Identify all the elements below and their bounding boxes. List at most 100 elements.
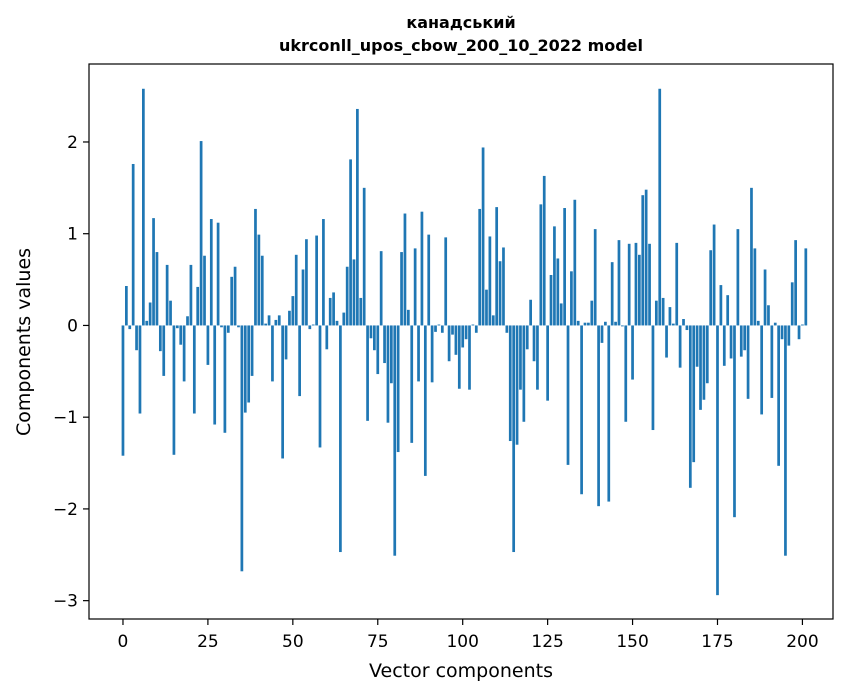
- bar-78: [386, 325, 390, 423]
- bar-90: [427, 234, 431, 326]
- bar-49: [288, 310, 291, 326]
- bar-10: [155, 252, 159, 326]
- bar-111: [498, 261, 502, 326]
- x-tick-label-50: 50: [282, 632, 304, 652]
- bar-54: [305, 239, 308, 326]
- bar-158: [658, 88, 662, 326]
- bar-43: [267, 315, 271, 326]
- bar-71: [362, 187, 366, 326]
- bar-115: [512, 325, 516, 553]
- bar-192: [773, 322, 777, 326]
- x-tick-label-25: 25: [197, 632, 219, 652]
- bar-179: [729, 325, 733, 359]
- bar-31: [226, 325, 230, 333]
- bar-40: [257, 234, 261, 326]
- bar-173: [709, 250, 713, 326]
- bar-8: [148, 302, 152, 326]
- bar-84: [406, 309, 410, 326]
- bar-195: [784, 325, 787, 556]
- bar-83: [403, 213, 407, 326]
- bar-182: [739, 325, 743, 357]
- bar-140: [597, 325, 600, 507]
- bar-196: [787, 325, 791, 346]
- bar-67: [349, 159, 352, 326]
- bar-28: [216, 222, 220, 326]
- x-axis: 0 25 50 75 100 125 150 175 200: [118, 619, 819, 652]
- bar-154: [644, 189, 648, 326]
- bar-134: [576, 320, 580, 326]
- bar-187: [756, 320, 760, 326]
- bar-27: [213, 325, 217, 425]
- bar-82: [400, 252, 403, 326]
- bar-168: [692, 325, 696, 463]
- bar-18: [182, 325, 186, 382]
- bar-58: [318, 325, 322, 448]
- bar-37: [247, 325, 251, 403]
- bar-128: [556, 258, 560, 326]
- bar-77: [383, 325, 386, 364]
- bar-81: [396, 325, 400, 453]
- x-tick-label-75: 75: [367, 632, 389, 652]
- bar-100: [461, 325, 465, 348]
- bar-74: [373, 325, 376, 351]
- bar-161: [668, 307, 672, 326]
- bar-9: [152, 218, 155, 326]
- y-tick-label--1: −1: [53, 408, 78, 428]
- bar-104: [474, 325, 478, 333]
- bar-145: [614, 321, 617, 326]
- x-tick-label-100: 100: [446, 632, 478, 652]
- bar-133: [573, 199, 577, 326]
- bar-189: [763, 269, 767, 326]
- bar-3: [131, 163, 135, 326]
- bar-106: [481, 147, 485, 326]
- bar-41: [260, 255, 264, 326]
- y-tick-label-0: 0: [67, 316, 78, 336]
- bar-12: [162, 325, 166, 376]
- y-axis: −3 −2 −1 0 1 2: [53, 133, 89, 612]
- bar-0: [121, 325, 125, 456]
- bar-117: [519, 325, 522, 390]
- bar-186: [753, 248, 757, 326]
- y-axis-label: Components values: [13, 248, 35, 436]
- bar-183: [743, 325, 747, 351]
- bar-102: [468, 325, 471, 390]
- bar-127: [553, 226, 556, 326]
- bar-129: [559, 303, 563, 326]
- bar-44: [271, 325, 274, 382]
- bar-125: [546, 325, 549, 401]
- bar-35: [240, 325, 244, 572]
- bar-61: [328, 297, 332, 326]
- bar-39: [254, 208, 257, 326]
- bar-116: [515, 325, 519, 445]
- bar-194: [780, 325, 784, 340]
- bar-201: [804, 248, 808, 326]
- bar-166: [685, 325, 689, 331]
- y-tick-label--2: −2: [53, 500, 78, 520]
- bar-169: [695, 325, 699, 367]
- bar-73: [369, 325, 373, 339]
- bar-6: [142, 88, 145, 326]
- bar-59: [322, 219, 325, 326]
- bar-79: [390, 325, 393, 384]
- bar-199: [797, 325, 801, 340]
- x-tick-label-0: 0: [118, 632, 129, 652]
- bar-188: [760, 325, 764, 415]
- bar-157: [654, 300, 658, 326]
- bar-65: [342, 312, 346, 326]
- bar-4: [135, 325, 138, 351]
- bar-66: [345, 266, 349, 326]
- bar-151: [634, 242, 638, 326]
- bar-176: [719, 285, 723, 326]
- bar-130: [563, 208, 566, 326]
- bar-16: [175, 325, 179, 329]
- bar-23: [199, 141, 203, 326]
- bar-87: [417, 325, 420, 382]
- bar-15: [172, 325, 176, 455]
- bar-99: [457, 325, 461, 389]
- plot-frame: [88, 63, 834, 620]
- bar-164: [678, 325, 682, 368]
- bar-132: [570, 271, 573, 326]
- bar-174: [712, 224, 716, 326]
- x-tick-label-125: 125: [531, 632, 563, 652]
- bar-55: [308, 325, 312, 330]
